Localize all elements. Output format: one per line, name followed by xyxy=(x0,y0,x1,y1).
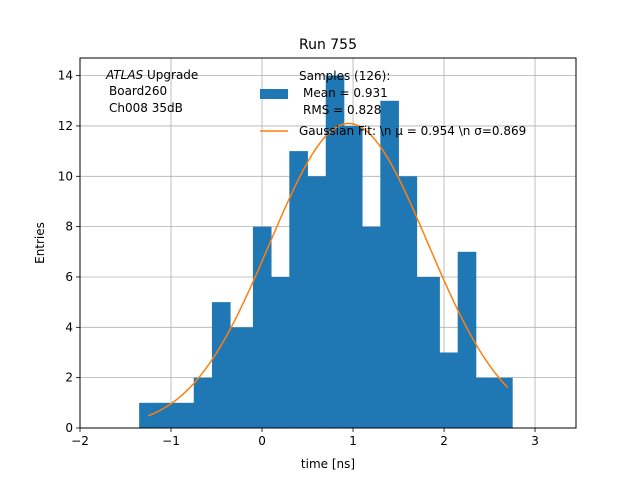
annotation-rest: Upgrade xyxy=(143,68,198,82)
gaussian-fit-line xyxy=(147,122,509,417)
histogram-bar xyxy=(343,125,363,429)
histogram-bar xyxy=(475,377,495,428)
histogram-bar xyxy=(398,176,418,428)
x-tick-label: 2 xyxy=(440,434,448,448)
x-tick-label: −2 xyxy=(71,434,89,448)
legend: Samples (126): Mean = 0.931 RMS = 0.828 … xyxy=(260,69,526,138)
y-tick-label: 12 xyxy=(58,119,73,133)
annotation-italic: ATLAS xyxy=(105,68,144,82)
histogram-bar xyxy=(325,75,345,428)
y-tick-label: 8 xyxy=(65,220,73,234)
y-tick-label: 4 xyxy=(65,320,73,334)
annotation-line-3: Ch008 35dB xyxy=(109,101,183,115)
y-tick-label: 14 xyxy=(58,69,73,83)
legend-samples-label: Samples (126): xyxy=(299,69,390,83)
histogram-bar xyxy=(416,276,440,428)
histogram-bar xyxy=(439,352,459,428)
histogram-bar xyxy=(362,226,381,428)
histogram-bar xyxy=(307,176,327,428)
chart-title: Run 755 xyxy=(299,37,357,53)
histogram-bar xyxy=(211,302,231,428)
y-tick-label: 10 xyxy=(58,169,73,183)
x-axis-ticks: −2 −1 0 1 2 3 xyxy=(71,428,539,448)
histogram-bars xyxy=(139,75,513,429)
annotation-line-1: ATLAS Upgrade xyxy=(105,68,198,82)
y-tick-label: 2 xyxy=(65,371,73,385)
histogram-bar xyxy=(289,151,308,428)
x-tick-label: 0 xyxy=(258,434,266,448)
histogram-bar xyxy=(494,377,513,428)
histogram-bar xyxy=(252,226,272,428)
legend-histogram-swatch xyxy=(260,89,288,99)
atlas-annotation: ATLAS Upgrade Board260 Ch008 35dB xyxy=(105,68,198,115)
x-tick-label: 3 xyxy=(531,434,539,448)
legend-fit-label: Gaussian Fit: \n μ = 0.954 \n σ=0.869 xyxy=(299,124,526,138)
annotation-line-2: Board260 xyxy=(109,84,167,98)
histogram-bar xyxy=(230,327,254,428)
histogram-bar xyxy=(193,377,213,428)
histogram-bar xyxy=(457,251,477,428)
histogram-bar xyxy=(271,276,290,428)
legend-mean-label: Mean = 0.931 xyxy=(303,86,388,100)
y-axis-ticks: 0 2 4 6 8 10 12 14 xyxy=(58,69,80,435)
histogram-bar xyxy=(175,402,195,428)
x-tick-label: 1 xyxy=(349,434,357,448)
y-axis-label: Entries xyxy=(33,222,47,264)
plot-frame xyxy=(79,57,577,429)
y-tick-label: 6 xyxy=(65,270,73,284)
y-tick-label: 0 xyxy=(65,421,73,435)
x-axis-label: time [ns] xyxy=(301,457,355,471)
x-tick-label: −1 xyxy=(162,434,180,448)
histogram-bar xyxy=(380,100,399,428)
gaussian-fit-layer xyxy=(147,122,509,417)
legend-rms-label: RMS = 0.828 xyxy=(303,103,381,117)
